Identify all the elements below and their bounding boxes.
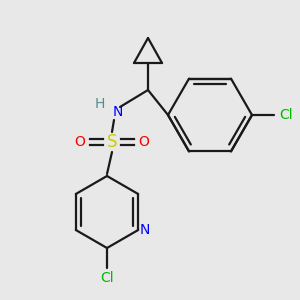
Text: O: O — [139, 135, 149, 149]
Text: S: S — [107, 133, 117, 151]
Text: N: N — [140, 223, 150, 237]
Text: N: N — [113, 105, 123, 119]
Text: O: O — [75, 135, 86, 149]
Text: Cl: Cl — [100, 271, 114, 285]
Text: H: H — [95, 97, 105, 111]
Text: Cl: Cl — [279, 108, 293, 122]
